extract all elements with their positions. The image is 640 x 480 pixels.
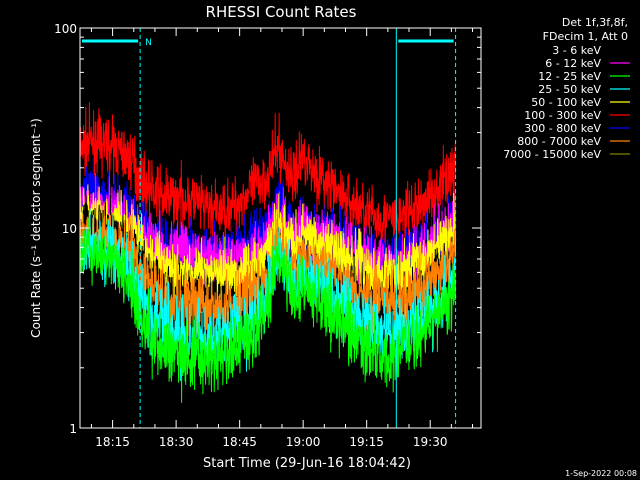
axes: 1 10 100 18:15 18:30 18:45 19:00 19:15 19:30 bbox=[54, 22, 482, 449]
legend-header: FDecim 1, Att 0 bbox=[543, 30, 628, 43]
x-tick-label: 18:30 bbox=[159, 435, 194, 449]
footer-timestamp: 1-Sep-2022 00:08 bbox=[565, 469, 637, 478]
series-line-100-300-kev bbox=[80, 101, 456, 248]
legend-header: Det 1f,3f,8f, bbox=[562, 16, 628, 29]
y-tick-label: 10 bbox=[62, 222, 77, 236]
series-line-300-800-kev bbox=[80, 156, 456, 290]
x-tick-label: 19:15 bbox=[349, 435, 384, 449]
legend-entry-label: 6 - 12 keV bbox=[545, 57, 601, 70]
legend-entry-label: 3 - 6 keV bbox=[552, 44, 601, 57]
legend-entry-label: 300 - 800 keV bbox=[524, 122, 601, 135]
legend-entry-label: 50 - 100 keV bbox=[531, 96, 601, 109]
y-tick-label: 100 bbox=[54, 22, 77, 36]
x-tick-label: 18:45 bbox=[222, 435, 257, 449]
y-tick-label: 1 bbox=[69, 422, 77, 436]
legend-entry-label: 7000 - 15000 keV bbox=[503, 148, 601, 161]
legend-entry-label: 100 - 300 keV bbox=[524, 109, 601, 122]
plot-area: N bbox=[79, 28, 457, 428]
chart-title: RHESSI Count Rates bbox=[206, 3, 357, 21]
y-axis-label: Count Rate (s⁻¹ detector segment⁻¹) bbox=[29, 118, 43, 338]
series-line-12-25-kev bbox=[80, 217, 456, 403]
x-tick-label: 19:00 bbox=[286, 435, 321, 449]
night-marker-label: N bbox=[145, 38, 152, 48]
legend-entry-label: 25 - 50 keV bbox=[538, 83, 601, 96]
legend-entry-label: 800 - 7000 keV bbox=[517, 135, 601, 148]
x-tick-label: 18:15 bbox=[95, 435, 130, 449]
x-tick-label: 19:30 bbox=[413, 435, 448, 449]
x-axis-label: Start Time (29-Jun-16 18:04:42) bbox=[203, 456, 411, 471]
legend-entry-label: 12 - 25 keV bbox=[538, 70, 601, 83]
